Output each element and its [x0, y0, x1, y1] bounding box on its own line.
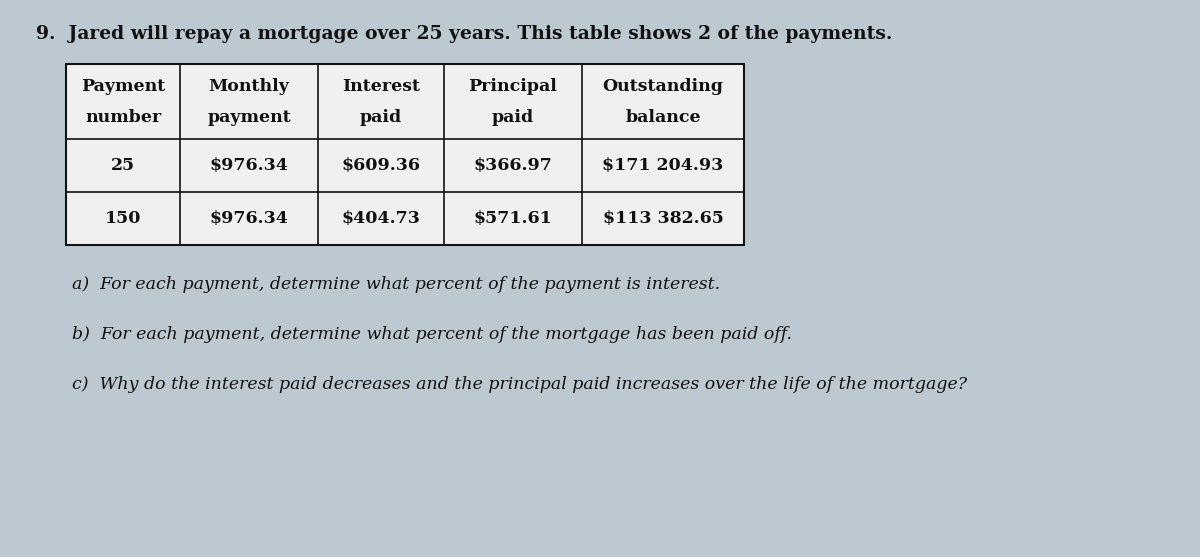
Text: Interest: Interest	[342, 77, 420, 95]
Text: Monthly: Monthly	[209, 77, 289, 95]
Text: Outstanding: Outstanding	[602, 77, 724, 95]
Text: 25: 25	[110, 157, 136, 174]
Text: c)  Why do the interest paid decreases and the principal paid increases over the: c) Why do the interest paid decreases an…	[72, 376, 967, 393]
Text: $571.61: $571.61	[474, 210, 552, 227]
Text: $366.97: $366.97	[474, 157, 552, 174]
Text: number: number	[85, 109, 161, 126]
Text: paid: paid	[360, 109, 402, 126]
FancyBboxPatch shape	[66, 64, 744, 245]
Text: payment: payment	[208, 109, 290, 126]
Text: $113 382.65: $113 382.65	[602, 210, 724, 227]
Text: paid: paid	[492, 109, 534, 126]
Text: Payment: Payment	[80, 77, 166, 95]
Text: 150: 150	[104, 210, 142, 227]
Text: $171 204.93: $171 204.93	[602, 157, 724, 174]
Text: balance: balance	[625, 109, 701, 126]
Text: $609.36: $609.36	[342, 157, 420, 174]
Text: Principal: Principal	[468, 77, 558, 95]
Text: $976.34: $976.34	[210, 210, 288, 227]
Text: $976.34: $976.34	[210, 157, 288, 174]
Text: $404.73: $404.73	[342, 210, 420, 227]
Text: a)  For each payment, determine what percent of the payment is interest.: a) For each payment, determine what perc…	[72, 276, 720, 293]
Text: b)  For each payment, determine what percent of the mortgage has been paid off.: b) For each payment, determine what perc…	[72, 326, 792, 343]
Text: 9.  Jared will repay a mortgage over 25 years. This table shows 2 of the payment: 9. Jared will repay a mortgage over 25 y…	[36, 25, 893, 43]
